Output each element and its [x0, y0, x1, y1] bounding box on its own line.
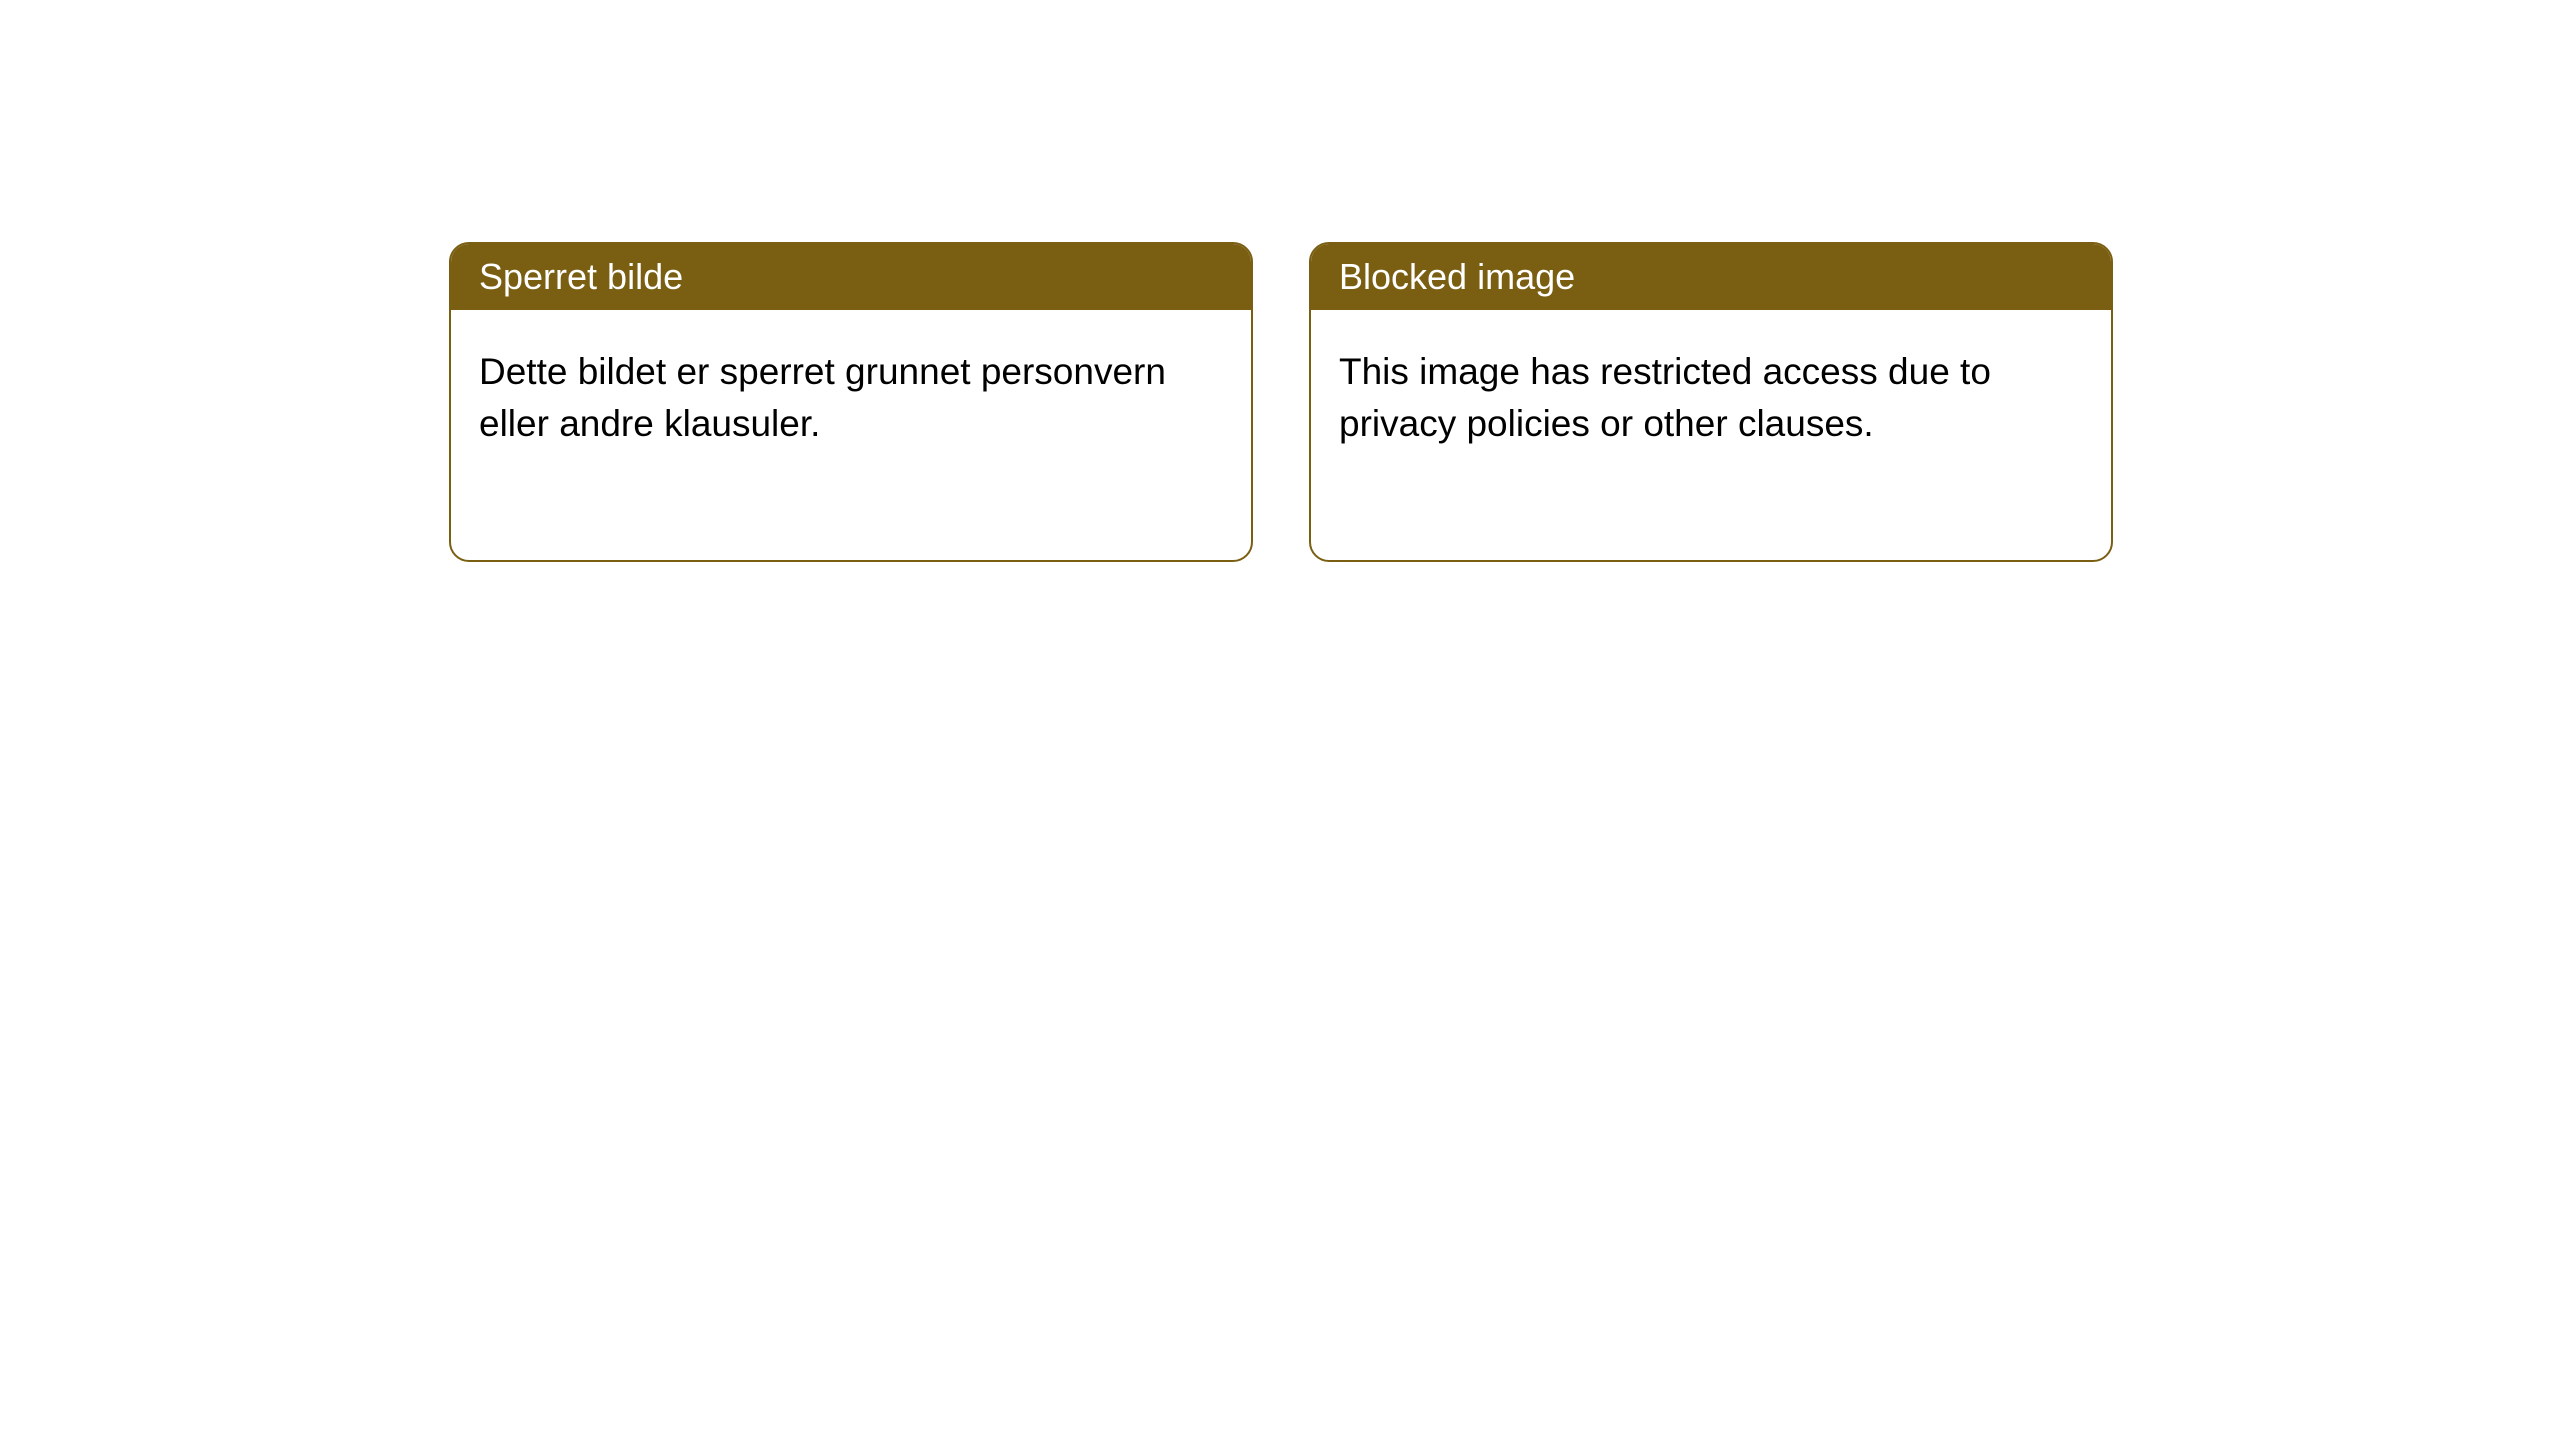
- card-header: Blocked image: [1311, 244, 2111, 310]
- card-message: This image has restricted access due to …: [1339, 351, 1991, 444]
- blocked-image-card-no: Sperret bilde Dette bildet er sperret gr…: [449, 242, 1253, 562]
- card-title: Sperret bilde: [479, 256, 683, 297]
- card-title: Blocked image: [1339, 256, 1575, 297]
- cards-container: Sperret bilde Dette bildet er sperret gr…: [0, 0, 2560, 562]
- card-body: Dette bildet er sperret grunnet personve…: [451, 310, 1251, 560]
- card-header: Sperret bilde: [451, 244, 1251, 310]
- card-body: This image has restricted access due to …: [1311, 310, 2111, 560]
- blocked-image-card-en: Blocked image This image has restricted …: [1309, 242, 2113, 562]
- card-message: Dette bildet er sperret grunnet personve…: [479, 351, 1166, 444]
